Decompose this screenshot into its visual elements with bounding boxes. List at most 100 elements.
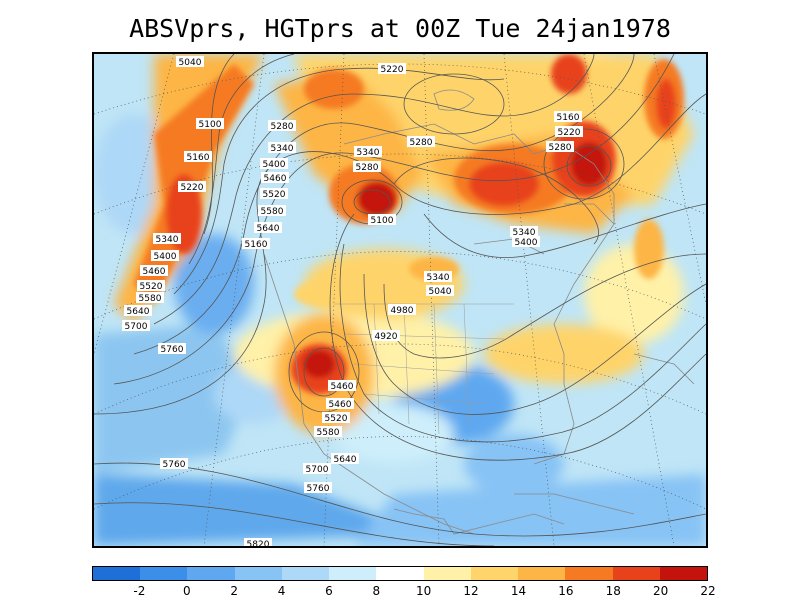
contour-label: 5460 [328,380,356,392]
contour-label: 5400 [512,236,540,248]
svg-text:5340: 5340 [271,144,294,154]
contour-label: 5820 [244,538,272,546]
colorbar-segment [470,567,519,580]
svg-text:5580: 5580 [317,428,340,438]
svg-text:5580: 5580 [139,294,162,304]
colorbar-ticks: -2 0 2 4 6 8 10 12 14 16 18 20 22 [92,584,715,598]
contour-label: 5640 [124,305,152,317]
colorbar-segment [612,567,660,580]
contour-label: 5640 [254,222,282,234]
svg-text:5640: 5640 [334,455,357,465]
svg-text:5160: 5160 [245,240,268,250]
svg-text:5280: 5280 [549,143,572,153]
contour-label: 5700 [303,463,331,475]
svg-text:5760: 5760 [163,460,186,470]
svg-text:5460: 5460 [143,267,166,277]
svg-text:5280: 5280 [410,138,433,148]
contour-label: 5040 [176,56,204,68]
svg-text:5520: 5520 [325,414,348,424]
contour-label: 5340 [153,233,181,245]
colorbar-tick-label: 20 [652,584,669,598]
contour-label: 5760 [158,343,186,355]
colorbar-segment [659,567,708,580]
contour-label: 5520 [260,188,288,200]
svg-text:5220: 5220 [181,183,204,193]
colorbar-segment [565,567,613,580]
colorbar-segment [329,567,377,580]
contour-label: 5220 [178,181,206,193]
contour-label: 5400 [151,250,179,262]
contour-label: 5400 [260,158,288,170]
contour-label: 5160 [242,238,270,250]
svg-text:5040: 5040 [179,58,202,68]
political-boundaries [334,303,514,435]
contour-label: 5640 [331,453,359,465]
contour-label: 5280 [407,136,435,148]
svg-text:5280: 5280 [356,163,379,173]
colorbar-segment [376,567,424,580]
svg-text:5100: 5100 [371,216,394,226]
svg-text:5160: 5160 [187,153,210,163]
contour-label: 5760 [304,482,332,494]
contour-label: 5340 [424,271,452,283]
svg-text:5400: 5400 [154,252,177,262]
svg-text:4980: 4980 [391,306,414,316]
contour-label: 5760 [160,458,188,470]
svg-text:5520: 5520 [263,190,286,200]
contour-label: 5460 [140,265,168,277]
colorbar-segment [234,567,282,580]
svg-text:5100: 5100 [199,120,222,130]
svg-text:5640: 5640 [257,224,280,234]
colorbar-segment [423,567,471,580]
contour-label: 5160 [184,151,212,163]
svg-text:5040: 5040 [429,287,452,297]
svg-text:5340: 5340 [513,228,536,238]
svg-text:5280: 5280 [271,122,294,132]
contour-labels: 5040510051605220534054005460552055805640… [122,56,583,546]
svg-text:5520: 5520 [140,282,163,292]
svg-text:5640: 5640 [127,307,150,317]
colorbar-tick-label: -2 [133,584,146,598]
colorbar-tick-label: 10 [416,584,432,598]
svg-text:5340: 5340 [156,235,179,245]
colorbar-tick-label: 14 [510,584,527,598]
colorbar-segment [281,567,330,580]
contour-label: 4980 [388,304,416,316]
svg-text:5460: 5460 [331,382,354,392]
contour-label: 5580 [136,292,164,304]
contour-label: 5100 [196,118,224,130]
contour-label: 5580 [314,426,342,438]
coastlines [263,89,695,535]
colorbar-tick-label: 16 [558,584,574,598]
colorbar-tick-label: 0 [182,584,191,598]
contour-label: 5280 [546,141,574,153]
contour-label: 5220 [555,126,583,138]
colorbar-tick-label: 8 [372,584,381,598]
svg-text:5400: 5400 [515,238,538,248]
map-canvas: 5040510051605220534054005460552055805640… [94,54,706,546]
colorbar [92,566,708,581]
contour-label: 5460 [326,398,354,410]
svg-text:5820: 5820 [247,540,270,546]
svg-text:5160: 5160 [557,113,580,123]
svg-text:5760: 5760 [161,345,184,355]
colorbar-tick-label: 2 [230,584,238,598]
contour-label: 5220 [378,63,406,75]
svg-text:5580: 5580 [261,207,284,217]
svg-text:5400: 5400 [263,160,286,170]
contour-label: 5100 [368,214,396,226]
contour-label: 5460 [261,172,289,184]
colorbar-tick-label: 12 [463,584,479,598]
contour-label: 5580 [258,205,286,217]
colorbar-segment [93,567,141,580]
chart-title: ABSVprs, HGTprs at 00Z Tue 24jan1978 [129,14,671,43]
contour-label: 5340 [510,226,538,238]
colorbar-segment [187,567,235,580]
colorbar-segment [518,567,566,580]
colorbar-tick-label: 6 [325,584,333,598]
contour-label: 5520 [137,280,165,292]
contour-label: 5160 [554,111,582,123]
contour-label: 5520 [322,412,350,424]
colorbar-segment [140,567,188,580]
svg-text:5760: 5760 [307,484,330,494]
